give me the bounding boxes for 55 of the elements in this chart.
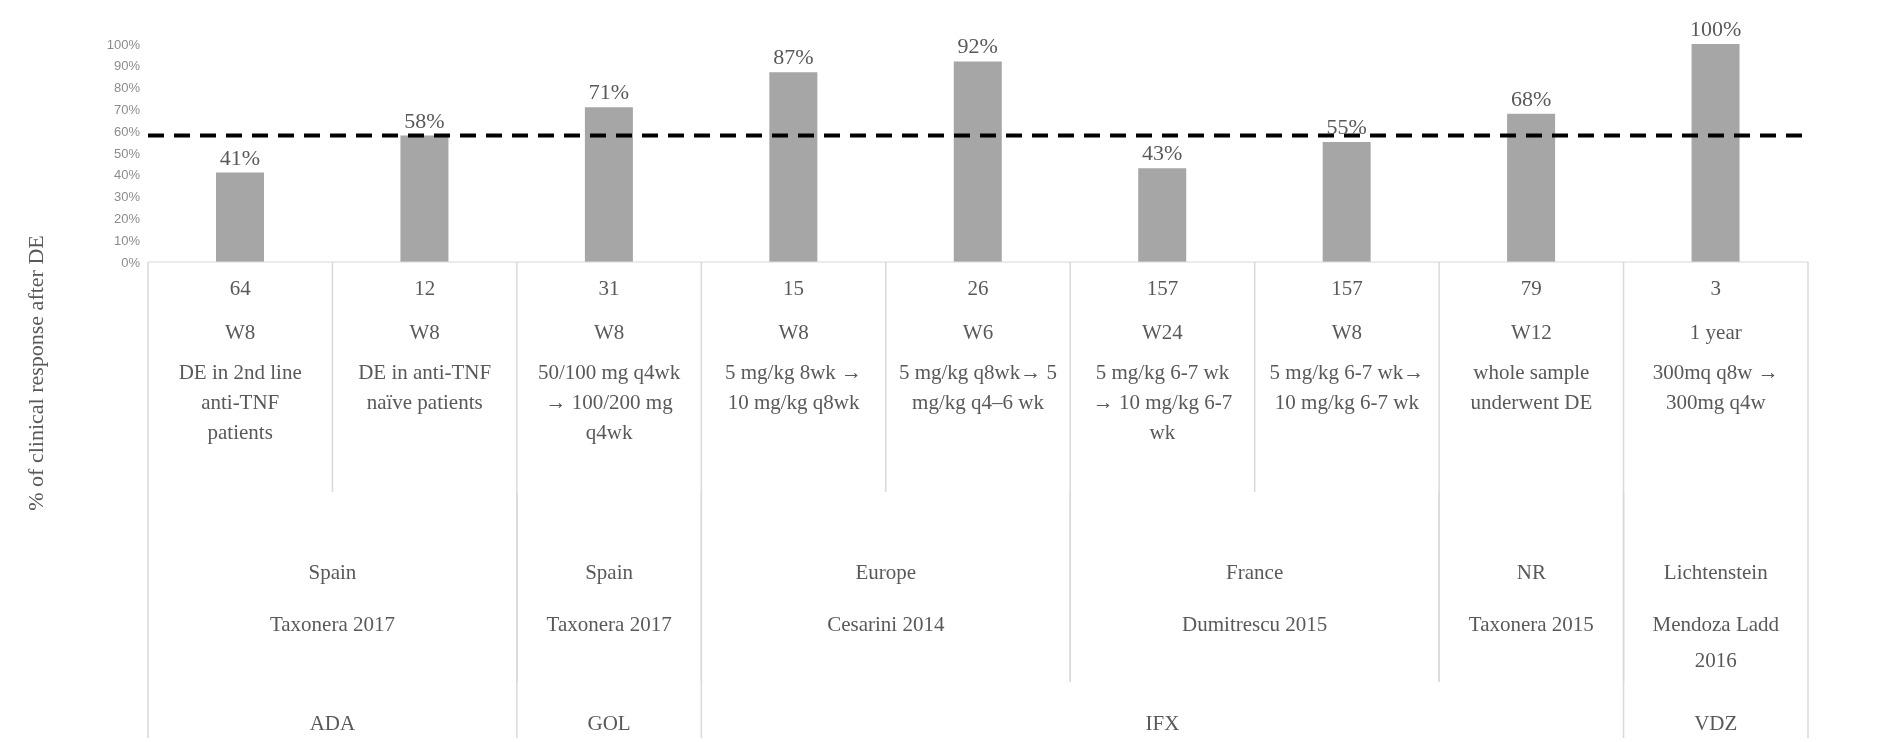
- text: IFX: [1145, 710, 1180, 735]
- bar: [953, 61, 1002, 262]
- text: Taxonera 2017: [269, 611, 395, 636]
- data-label: 92%: [957, 33, 998, 59]
- y-tick-label: 100%: [106, 36, 141, 52]
- text: GOL: [587, 710, 631, 735]
- bar: [400, 135, 449, 262]
- x-tick-label: 26 W6 5 mg/kg q8wk→ 5 mg/kg q4–6 wk: [898, 275, 1058, 414]
- bar: [584, 107, 633, 262]
- bar: [216, 172, 264, 262]
- y-tick-label: 80%: [113, 80, 141, 96]
- y-tick-label: 10%: [113, 232, 141, 248]
- y-tick-label: 90%: [113, 58, 141, 74]
- text: Spain: [585, 559, 634, 584]
- data-label: 68%: [1510, 85, 1552, 111]
- text: Spain: [308, 559, 357, 584]
- data-label: 41%: [219, 144, 261, 170]
- bar: [1138, 168, 1187, 262]
- x-tick-label: 157 W24 5 mg/kg 6-7 wk → 10 mg/kg 6-7 wk: [1092, 275, 1233, 444]
- data-label: 43%: [1142, 140, 1183, 166]
- y-tick-label: 40%: [113, 167, 141, 183]
- bar: [1322, 142, 1371, 262]
- y-axis-title: % of clinical response after DE: [23, 235, 49, 511]
- x-tick-label: 79 W12 whole sample underwent DE: [1470, 275, 1593, 414]
- y-tick-label: 70%: [113, 102, 141, 118]
- y-tick-label: 20%: [113, 211, 141, 227]
- x-tick-label: 15 W8 5 mg/kg 8wk → 10 mg/kg q8wk: [725, 275, 863, 414]
- x-tick-label: 31 W8 50/100 mg q4wk → 100/200 mg q4wk: [537, 275, 681, 444]
- data-label: 58%: [404, 107, 445, 133]
- x-tick-label: 3 1 year 300mq q8w → 300mg q4w: [1652, 275, 1779, 414]
- text: VDZ: [1694, 710, 1738, 735]
- text: France: [1226, 559, 1284, 584]
- data-label: 100%: [1689, 16, 1742, 41]
- text: Lichtenstein: [1663, 559, 1769, 584]
- y-tick-label: 0%: [121, 254, 141, 270]
- bar: [1507, 113, 1556, 262]
- data-label: 71%: [588, 79, 630, 105]
- y-tick-label: 60%: [113, 123, 141, 139]
- y-tick-label: 50%: [113, 145, 141, 161]
- text: NR: [1516, 559, 1546, 584]
- text: Taxonera 2015: [1468, 611, 1594, 636]
- bar: [1691, 44, 1740, 262]
- text: Taxonera 2017: [546, 611, 672, 636]
- text: ADA: [309, 710, 357, 735]
- text: Europe: [855, 559, 917, 584]
- y-tick-label: 30%: [113, 189, 141, 205]
- text: Mendoza Ladd 2016: [1652, 611, 1780, 672]
- x-tick-label: 64 W8 DE in 2nd line anti-TNF patients: [178, 275, 302, 444]
- data-label: 55%: [1326, 114, 1367, 140]
- text: Dumitrescu 2015: [1182, 611, 1328, 636]
- bar: [769, 72, 818, 262]
- x-tick-label: 157 W8 5 mg/kg 6-7 wk→ 10 mg/kg 6-7 wk: [1269, 275, 1425, 414]
- data-label: 87%: [773, 44, 814, 70]
- text: Cesarini 2014: [827, 611, 945, 636]
- x-tick-label: 12 W8 DE in anti-TNF naïve patients: [358, 275, 492, 414]
